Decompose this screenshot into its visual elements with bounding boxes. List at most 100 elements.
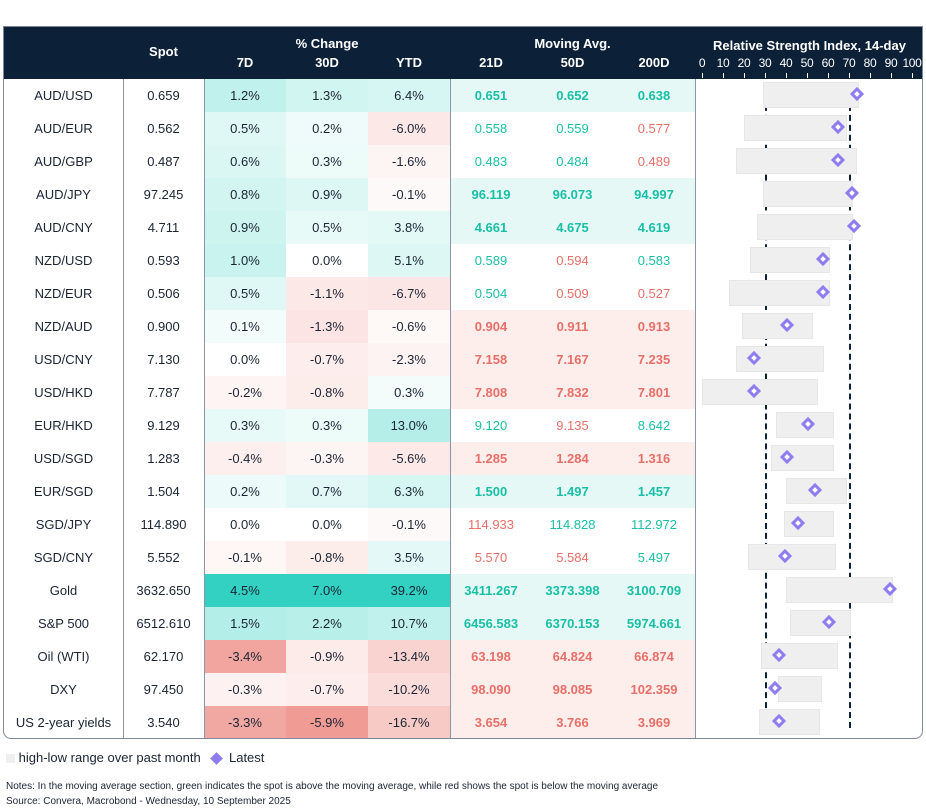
pct-change-ytd: -10.2% xyxy=(368,673,450,706)
rsi-tick xyxy=(891,73,892,78)
pair-label: USD/CNY xyxy=(34,352,93,367)
spot-value: 0.593 xyxy=(147,253,180,268)
pct-change-d7: 0.3% xyxy=(204,409,286,442)
rsi-range-bar xyxy=(786,577,894,603)
moving-avg-ma21: 96.119 xyxy=(471,187,511,202)
pair-label: EUR/SGD xyxy=(33,484,94,499)
rsi-tick xyxy=(723,73,724,78)
legend: high-low range over past month Latest xyxy=(6,750,264,765)
pct-change-d30: 0.0% xyxy=(312,253,342,268)
pct-change-d30: 0.7% xyxy=(286,475,368,508)
pct-change-d7: 0.0% xyxy=(230,352,260,367)
header-50d: 50D xyxy=(560,55,585,70)
diamond-icon xyxy=(210,752,224,765)
pct-change-ytd: -16.7% xyxy=(368,706,450,738)
moving-avg-ma50: 3373.398 xyxy=(545,583,600,598)
pct-change-d7: -0.4% xyxy=(204,442,286,475)
pct-change-d30: -0.3% xyxy=(286,442,368,475)
pct-change-d7: 0.0% xyxy=(230,517,260,532)
divider xyxy=(123,79,124,738)
rsi-tick-label: 70 xyxy=(842,56,856,70)
pct-change-d30: 2.2% xyxy=(286,607,368,640)
moving-avg-ma50: 98.085 xyxy=(552,682,593,697)
moving-avg-ma50: 9.135 xyxy=(556,418,589,433)
moving-avg-ma200: 7.235 xyxy=(637,352,671,367)
rsi-tick xyxy=(912,73,913,78)
pct-change-d7: -0.3% xyxy=(204,673,286,706)
spot-value: 3.540 xyxy=(147,715,180,730)
table-row: NZD/AUD 0.900 0.1% -1.3% -0.6% 0.904 0.911 0.91… xyxy=(4,310,922,343)
spot-value: 7.130 xyxy=(147,352,180,367)
pair-label: US 2-year yields xyxy=(15,715,112,730)
pct-change-ytd: 13.0% xyxy=(368,409,450,442)
ma-row-highlight xyxy=(450,376,695,409)
rsi-tick-label: 30 xyxy=(758,56,772,70)
spot-value: 6512.610 xyxy=(136,616,191,631)
table-row: AUD/USD 0.659 1.2% 1.3% 6.4% 0.651 0.652 0.638 xyxy=(4,79,922,112)
rsi-tick-label: 0 xyxy=(698,56,706,70)
moving-avg-ma50: 0.559 xyxy=(556,121,589,136)
divider xyxy=(450,79,451,738)
rsi-threshold-line xyxy=(765,85,767,728)
moving-avg-ma200: 0.577 xyxy=(637,121,671,136)
spot-value: 0.659 xyxy=(147,88,180,103)
pair-label: AUD/EUR xyxy=(34,121,93,136)
pct-change-ytd: 39.2% xyxy=(368,574,450,607)
moving-avg-ma50: 5.584 xyxy=(556,550,589,565)
moving-avg-ma50: 6370.153 xyxy=(545,616,600,631)
rsi-tick xyxy=(786,73,787,78)
ma-row-highlight xyxy=(450,607,695,640)
table-row: AUD/EUR 0.562 0.5% 0.2% -6.0% 0.558 0.559 0.577 xyxy=(4,112,922,145)
ma-row-highlight xyxy=(450,574,695,607)
header-ytd: YTD xyxy=(396,55,422,70)
moving-avg-ma21: 5.570 xyxy=(474,550,508,565)
moving-avg-ma21: 0.504 xyxy=(474,286,508,301)
header-spot: Spot xyxy=(149,44,178,59)
rsi-range-bar xyxy=(756,214,854,240)
pct-change-d7: 0.1% xyxy=(204,310,286,343)
pair-label: AUD/GBP xyxy=(34,154,93,169)
header-30d: 30D xyxy=(315,55,339,70)
moving-avg-ma21: 0.904 xyxy=(474,319,508,334)
rsi-tick-label: 10 xyxy=(716,56,730,70)
table-row: NZD/USD 0.593 1.0% 0.0% 5.1% 0.589 0.594 0.583 xyxy=(4,244,922,277)
moving-avg-ma50: 96.073 xyxy=(552,187,593,202)
pct-change-d7: 0.9% xyxy=(204,211,286,244)
divider xyxy=(204,79,205,738)
spot-value: 4.711 xyxy=(147,220,180,235)
rsi-range-bar xyxy=(735,148,858,174)
pct-change-d7: 1.5% xyxy=(204,607,286,640)
rsi-tick-label: 60 xyxy=(821,56,835,70)
pct-change-d30: -0.8% xyxy=(286,376,368,409)
pct-change-d30: 1.3% xyxy=(286,79,368,112)
moving-avg-ma200: 94.997 xyxy=(634,187,674,202)
table-row: DXY 97.450 -0.3% -0.7% -10.2% 98.090 98.085 102… xyxy=(4,673,922,706)
pct-change-d7: 0.8% xyxy=(204,178,286,211)
moving-avg-ma200: 102.359 xyxy=(630,682,678,697)
pct-change-d30: 0.3% xyxy=(286,145,368,178)
ma-row-highlight xyxy=(450,310,695,343)
rsi-range-bar xyxy=(762,181,854,207)
rsi-tick-label: 50 xyxy=(800,56,814,70)
table-row: SGD/JPY 114.890 0.0% 0.0% -0.1% 114.933 114.82… xyxy=(4,508,922,541)
moving-avg-ma21: 0.558 xyxy=(474,121,508,136)
moving-avg-ma50: 0.911 xyxy=(556,319,589,334)
rsi-tick xyxy=(849,73,850,78)
pct-change-d30: -0.9% xyxy=(286,640,368,673)
rsi-tick xyxy=(702,73,703,78)
pct-change-ytd: 6.3% xyxy=(368,475,450,508)
pair-label: S&P 500 xyxy=(37,616,90,631)
pair-label: AUD/JPY xyxy=(36,187,91,202)
ma-row-highlight xyxy=(450,178,695,211)
ma-row-highlight xyxy=(450,442,695,475)
header-7d: 7D xyxy=(236,55,254,70)
pair-label: NZD/AUD xyxy=(34,319,93,334)
moving-avg-ma50: 0.484 xyxy=(556,154,589,169)
pct-change-d30: -5.9% xyxy=(286,706,368,738)
pct-change-d30: -0.7% xyxy=(286,343,368,376)
moving-avg-ma50: 4.675 xyxy=(556,220,589,235)
pct-change-d30: 0.3% xyxy=(286,409,368,442)
pct-change-ytd: 3.5% xyxy=(368,541,450,574)
pct-change-d30: -1.3% xyxy=(286,310,368,343)
pct-change-d7: 1.2% xyxy=(204,79,286,112)
